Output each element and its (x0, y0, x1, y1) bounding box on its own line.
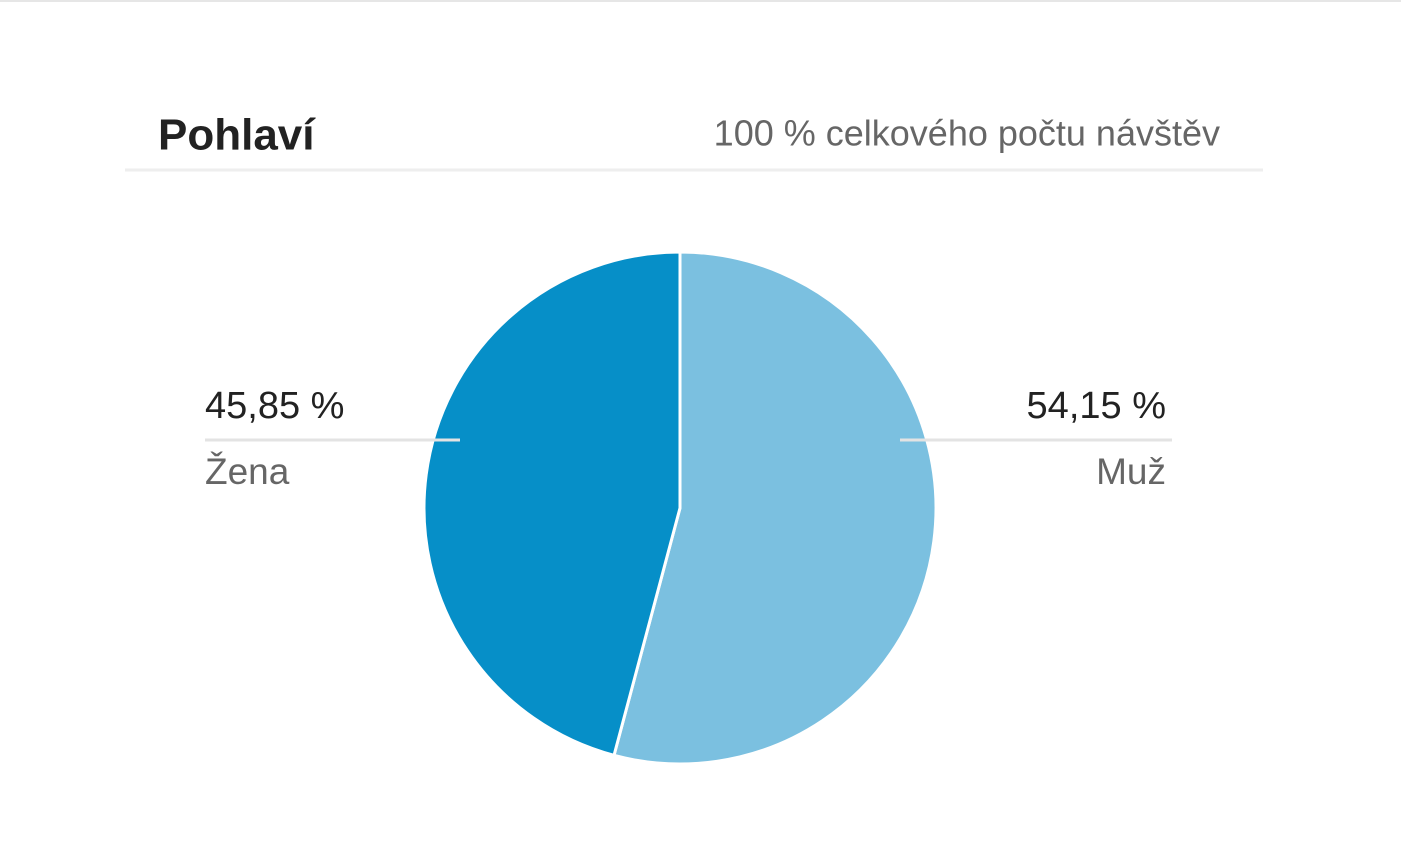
value-label: 45,85 % (205, 385, 344, 427)
pie-slice (612, 250, 938, 766)
chart-title: Pohlaví (158, 111, 316, 160)
value-label: 54,15 % (1027, 385, 1166, 427)
chart-subtitle: 100 % celkového počtu návštěv (714, 113, 1220, 154)
category-label: Žena (205, 451, 290, 492)
pie-slice (422, 250, 682, 758)
category-label: Muž (1096, 451, 1166, 492)
